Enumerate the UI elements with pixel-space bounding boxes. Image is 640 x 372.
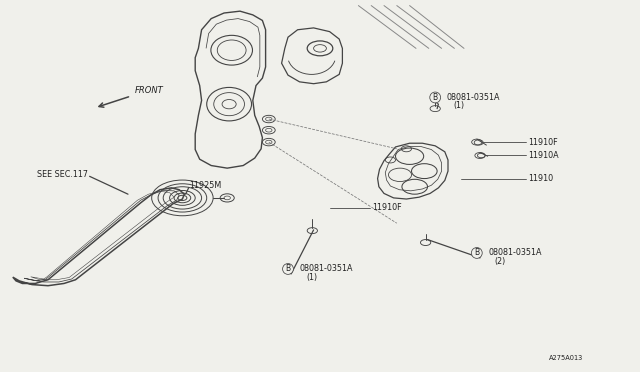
Text: 08081-0351A: 08081-0351A — [447, 93, 500, 102]
Text: B: B — [285, 264, 291, 273]
Text: 11910F: 11910F — [528, 138, 557, 147]
Text: (1): (1) — [306, 273, 317, 282]
Text: 11925M: 11925M — [189, 181, 221, 190]
Text: 11910A: 11910A — [528, 151, 559, 160]
Text: (1): (1) — [453, 101, 464, 110]
Text: 11910F: 11910F — [372, 203, 402, 212]
Text: B: B — [474, 248, 479, 257]
Text: 08081-0351A: 08081-0351A — [488, 248, 542, 257]
Text: FRONT: FRONT — [134, 86, 163, 95]
Text: (2): (2) — [495, 257, 506, 266]
Text: B: B — [433, 93, 438, 102]
Text: A275A013: A275A013 — [548, 355, 583, 361]
Text: 11910: 11910 — [528, 174, 553, 183]
Text: SEE SEC.117: SEE SEC.117 — [37, 170, 88, 179]
Text: 08081-0351A: 08081-0351A — [300, 264, 353, 273]
